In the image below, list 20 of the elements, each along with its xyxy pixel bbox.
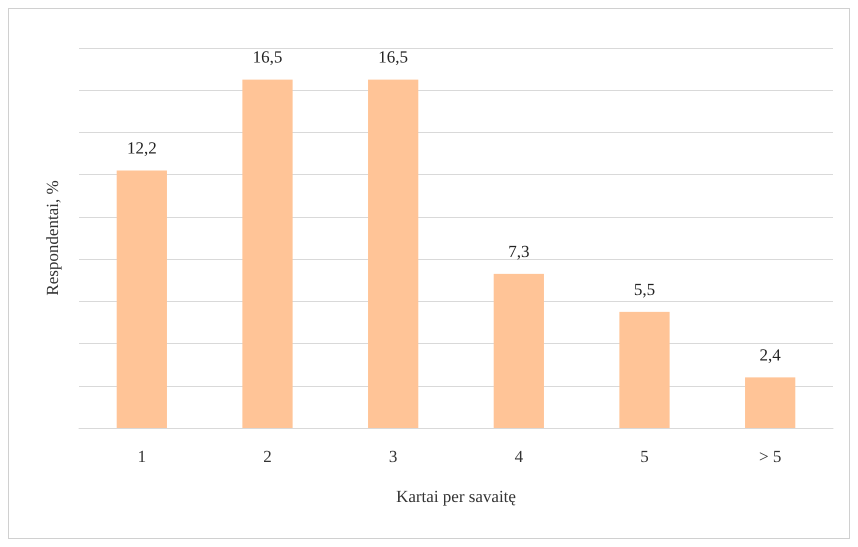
data-label: 2,4 xyxy=(760,345,782,364)
x-tick-label: 2 xyxy=(263,447,272,466)
data-label: 16,5 xyxy=(252,48,282,67)
data-label: 7,3 xyxy=(508,242,530,261)
bar xyxy=(116,170,167,428)
data-label: 5,5 xyxy=(634,280,656,299)
bar xyxy=(242,80,293,428)
bar xyxy=(745,377,796,428)
data-label: 16,5 xyxy=(378,48,408,67)
x-tick-label: 1 xyxy=(138,447,146,466)
bar xyxy=(619,312,670,428)
x-tick-label: > 5 xyxy=(758,447,782,466)
bar xyxy=(494,274,544,428)
x-tick-label: 5 xyxy=(640,447,649,466)
data-label: 12,2 xyxy=(126,138,157,158)
bar xyxy=(368,80,418,428)
y-axis-title: Respondentai, % xyxy=(43,180,62,296)
x-tick-label: 3 xyxy=(388,447,398,466)
x-axis-title: Kartai per savaitę xyxy=(396,487,516,506)
x-tick-label: 4 xyxy=(514,447,524,466)
